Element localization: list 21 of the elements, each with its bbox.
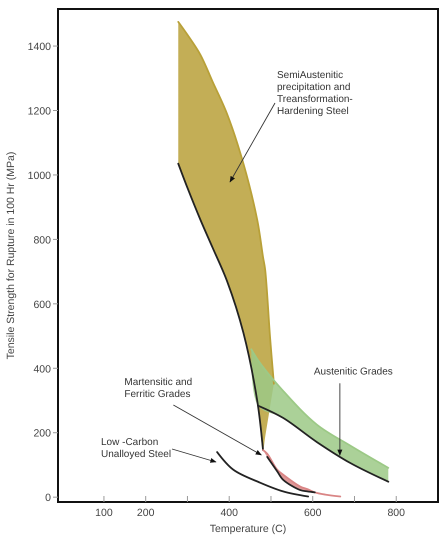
x-tick-label: 200 [136, 507, 155, 519]
x-tick-label: 600 [304, 507, 322, 519]
y-tick-label: 1200 [28, 106, 52, 118]
annotation: SemiAustenitic precipitation and Treansformation-Hardening Steel [277, 70, 353, 117]
annotation: Austenitic Grades [314, 366, 393, 378]
x-axis-title: Temperature (C) [210, 523, 286, 535]
y-tick-label: 200 [33, 428, 52, 440]
y-tick-label: 0 [45, 492, 52, 504]
x-tick-label: 800 [387, 507, 406, 519]
y-tick-label: 400 [33, 363, 52, 376]
y-tick-label: 600 [33, 298, 52, 311]
y-tick-label: 800 [33, 234, 52, 246]
line-series [216, 451, 310, 498]
annotation: Martensitic and Ferritic Grades [124, 376, 192, 400]
line-series [266, 456, 316, 494]
y-tick-label: 1000 [28, 170, 52, 182]
annotation: Low -Carbon Unalloyed Steel [101, 437, 172, 460]
y-axis-title: Tensile Strength for Rupture in 100 Hr (MPa) [5, 152, 17, 360]
x-tick-label: 100 [95, 507, 113, 519]
x-tick-label: 400 [220, 507, 238, 519]
y-tick-label: 1400 [28, 41, 52, 54]
